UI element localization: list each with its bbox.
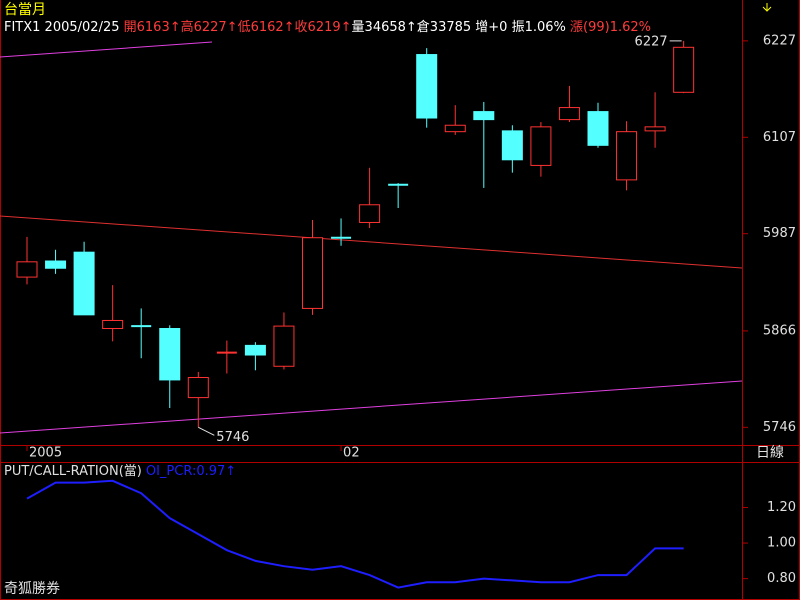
x-tick-label: 2005 (29, 446, 62, 461)
brand: 奇狐勝券 (4, 580, 60, 597)
scroll-icon[interactable] (762, 3, 772, 12)
candle-body (45, 260, 67, 269)
indicator-name: PUT/CALL-RATION(當) (4, 464, 142, 479)
y-tick-label: 1.00 (767, 536, 796, 551)
max-label: 6227 (635, 34, 668, 49)
header-part: 漲(99)1.62% (570, 20, 651, 35)
candle-body (416, 54, 438, 119)
y-tick-label: 1.20 (767, 500, 796, 515)
pcr-line (26, 479, 684, 589)
trend-line (0, 215, 743, 269)
candle-body (644, 126, 666, 132)
period-label[interactable]: 日線 (756, 445, 784, 461)
header-part: 開6163↑高6227↑低6162↑收6219↑ (124, 19, 352, 35)
x-tick-label: 02 (343, 446, 360, 461)
min-label: 5746 (216, 430, 249, 445)
candle-body (616, 131, 638, 181)
app-title: 台當月 (4, 2, 46, 18)
candle-body (473, 111, 495, 121)
candle-body (530, 126, 552, 166)
header-part: 量34658↑倉33785 增+0 振1.06% (352, 20, 570, 35)
candle-body (558, 107, 580, 121)
candle-body (273, 325, 295, 367)
candle-body (444, 124, 466, 133)
candle-body (673, 46, 695, 93)
y-tick-label: 6107 (763, 130, 796, 145)
candle-body (587, 111, 609, 146)
candle-body (73, 251, 95, 316)
candle-body (244, 344, 266, 356)
y-tick-label: 0.80 (767, 571, 796, 586)
indicator-legend: OI_PCR:0.97↑ (146, 464, 236, 479)
y-tick-label: 5866 (763, 323, 796, 338)
candle-body (159, 328, 181, 381)
candle-body (16, 261, 38, 278)
y-tick-label: 5987 (763, 226, 796, 241)
candle-body (302, 237, 323, 309)
quote-header: FITX1 2005/02/25 開6163↑高6227↑低6162↑收6219… (4, 19, 651, 35)
candle-body (187, 377, 209, 399)
trend-line (0, 380, 743, 434)
candle-body (501, 130, 523, 161)
y-tick-label: 5746 (763, 420, 796, 435)
y-tick-label: 6227 (763, 33, 796, 48)
candle-body (102, 319, 124, 330)
indicator-title: PUT/CALL-RATION(當) OI_PCR:0.97↑ (4, 464, 236, 479)
header-part: FITX1 2005/02/25 (4, 20, 124, 35)
min-pointer (198, 426, 215, 436)
candle-body (359, 204, 381, 223)
trend-line (0, 41, 213, 58)
